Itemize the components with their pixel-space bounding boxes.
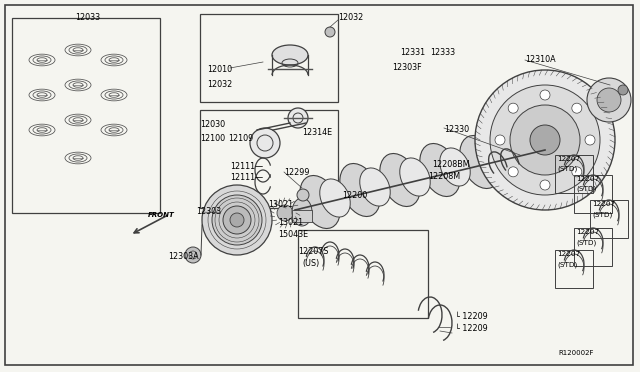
Text: (US): (US) <box>302 259 319 268</box>
Circle shape <box>572 167 582 177</box>
Circle shape <box>508 167 518 177</box>
Text: 12303A: 12303A <box>168 252 198 261</box>
Text: 13021: 13021 <box>268 200 293 209</box>
Circle shape <box>585 135 595 145</box>
Text: 13021: 13021 <box>278 218 303 227</box>
Text: 12207: 12207 <box>576 176 599 182</box>
Circle shape <box>618 85 628 95</box>
Ellipse shape <box>272 45 308 65</box>
Text: 12310A: 12310A <box>525 55 556 64</box>
Text: 12299: 12299 <box>284 168 310 177</box>
Ellipse shape <box>440 148 470 186</box>
Ellipse shape <box>380 154 420 206</box>
Text: 12109: 12109 <box>228 134 253 143</box>
Bar <box>555 155 593 193</box>
Text: 12303: 12303 <box>196 207 221 216</box>
Text: FRONT: FRONT <box>148 212 175 218</box>
Text: R120002F: R120002F <box>558 350 593 356</box>
Text: 12200: 12200 <box>342 191 367 200</box>
Text: 12208BM: 12208BM <box>432 160 470 169</box>
Circle shape <box>597 88 621 112</box>
Bar <box>574 175 612 213</box>
Ellipse shape <box>292 198 312 226</box>
Text: 12207: 12207 <box>592 201 615 207</box>
Text: 12207S: 12207S <box>298 247 328 256</box>
Text: 12331: 12331 <box>400 48 425 57</box>
Circle shape <box>540 90 550 100</box>
Text: (STD): (STD) <box>557 166 577 173</box>
Ellipse shape <box>420 144 460 196</box>
Circle shape <box>510 105 580 175</box>
Text: 12333: 12333 <box>430 48 455 57</box>
Text: 12100: 12100 <box>200 134 225 143</box>
Text: 12207: 12207 <box>557 156 580 162</box>
Ellipse shape <box>500 126 540 180</box>
Circle shape <box>185 247 201 263</box>
Bar <box>590 200 628 238</box>
Ellipse shape <box>360 168 390 206</box>
Circle shape <box>250 128 280 158</box>
Circle shape <box>530 125 560 155</box>
Bar <box>298 230 428 318</box>
Ellipse shape <box>320 179 350 217</box>
Circle shape <box>212 195 262 245</box>
Ellipse shape <box>460 135 500 189</box>
Circle shape <box>572 103 582 113</box>
Text: 12207: 12207 <box>576 229 599 235</box>
Text: 12033: 12033 <box>76 13 100 22</box>
Ellipse shape <box>480 138 510 176</box>
Text: 12032: 12032 <box>207 80 232 89</box>
Text: └ 12209: └ 12209 <box>455 312 488 321</box>
Circle shape <box>540 180 550 190</box>
Ellipse shape <box>300 176 340 228</box>
Text: 12314E: 12314E <box>302 128 332 137</box>
Circle shape <box>508 103 518 113</box>
Ellipse shape <box>400 158 430 196</box>
Circle shape <box>230 213 244 227</box>
Circle shape <box>223 206 251 234</box>
Bar <box>574 228 612 266</box>
Circle shape <box>495 135 505 145</box>
Text: (STD): (STD) <box>576 239 596 246</box>
Circle shape <box>475 70 615 210</box>
Circle shape <box>587 78 631 122</box>
Circle shape <box>490 85 600 195</box>
Circle shape <box>277 205 293 221</box>
Bar <box>200 14 338 102</box>
Text: (STD): (STD) <box>592 211 612 218</box>
Circle shape <box>325 27 335 37</box>
Ellipse shape <box>340 164 380 217</box>
Text: 12330: 12330 <box>444 125 469 134</box>
Text: 12111—: 12111— <box>230 162 263 171</box>
Circle shape <box>202 185 272 255</box>
Bar <box>12 18 160 213</box>
Text: 12030: 12030 <box>200 120 225 129</box>
Text: (STD): (STD) <box>557 261 577 267</box>
Circle shape <box>297 189 309 201</box>
Text: └ 12209: └ 12209 <box>455 324 488 333</box>
Text: 12111—: 12111— <box>230 173 263 182</box>
Text: 12032: 12032 <box>338 13 364 22</box>
Text: 12208M: 12208M <box>428 172 460 181</box>
Text: 12303F: 12303F <box>392 63 422 72</box>
Text: (STD): (STD) <box>576 186 596 192</box>
Text: 12207: 12207 <box>557 251 580 257</box>
Text: 15043E: 15043E <box>278 230 308 239</box>
Bar <box>555 250 593 288</box>
Text: 12010: 12010 <box>207 65 232 74</box>
Bar <box>292 210 312 222</box>
Bar <box>200 110 338 208</box>
Circle shape <box>288 108 308 128</box>
